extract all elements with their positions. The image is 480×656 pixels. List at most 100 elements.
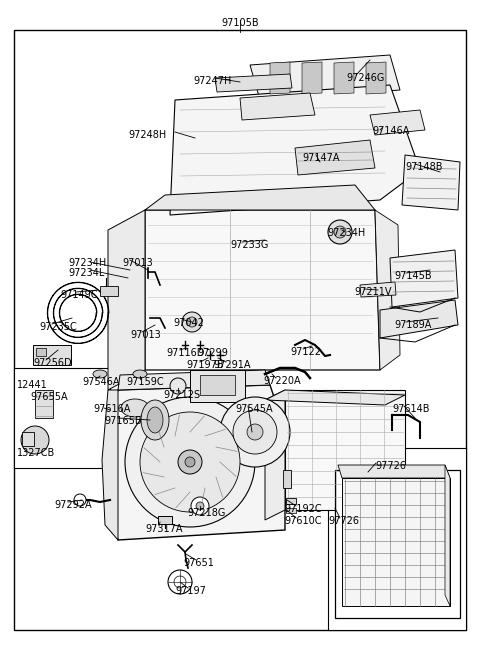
Text: 97149C: 97149C bbox=[60, 290, 97, 300]
Bar bbox=[100, 286, 118, 296]
Text: 97234H: 97234H bbox=[68, 258, 106, 268]
Ellipse shape bbox=[247, 424, 263, 440]
Bar bbox=[285, 390, 405, 510]
Ellipse shape bbox=[125, 397, 255, 527]
Polygon shape bbox=[118, 370, 270, 390]
Text: 97197B: 97197B bbox=[186, 360, 224, 370]
Text: 97234H: 97234H bbox=[327, 228, 365, 238]
Bar bbox=[283, 470, 291, 488]
Ellipse shape bbox=[168, 570, 192, 594]
Text: 97248H: 97248H bbox=[129, 130, 167, 140]
Ellipse shape bbox=[328, 220, 352, 244]
Polygon shape bbox=[402, 155, 460, 210]
Text: 97192C: 97192C bbox=[284, 504, 322, 514]
Text: 97042: 97042 bbox=[173, 318, 204, 328]
Polygon shape bbox=[370, 110, 425, 135]
Text: 97013: 97013 bbox=[130, 330, 161, 340]
Text: 97159C: 97159C bbox=[126, 377, 164, 387]
Polygon shape bbox=[108, 210, 145, 390]
Ellipse shape bbox=[182, 312, 202, 332]
Bar bbox=[335, 470, 460, 618]
Bar bbox=[33, 345, 71, 365]
Polygon shape bbox=[390, 250, 458, 307]
Text: 97610C: 97610C bbox=[284, 516, 322, 526]
Ellipse shape bbox=[174, 576, 186, 588]
Text: 97726: 97726 bbox=[328, 516, 359, 526]
Bar bbox=[35, 390, 53, 418]
Polygon shape bbox=[102, 390, 118, 540]
Text: 97013: 97013 bbox=[122, 258, 153, 268]
Text: 97145B: 97145B bbox=[394, 271, 432, 281]
Polygon shape bbox=[366, 62, 386, 94]
Ellipse shape bbox=[74, 494, 86, 506]
Text: 97211V: 97211V bbox=[354, 287, 392, 297]
Text: 97197: 97197 bbox=[175, 586, 206, 596]
Polygon shape bbox=[170, 85, 420, 215]
Text: 97147A: 97147A bbox=[302, 153, 339, 163]
Polygon shape bbox=[445, 465, 450, 606]
Text: 97616A: 97616A bbox=[93, 404, 131, 414]
Text: 97246G: 97246G bbox=[346, 73, 384, 83]
Ellipse shape bbox=[133, 370, 147, 378]
Text: 97233G: 97233G bbox=[230, 240, 268, 250]
Bar bbox=[14, 368, 110, 468]
Text: 1327CB: 1327CB bbox=[17, 448, 55, 458]
Text: 97545A: 97545A bbox=[235, 404, 273, 414]
Ellipse shape bbox=[233, 410, 277, 454]
Bar bbox=[22, 432, 34, 446]
Text: 97212S: 97212S bbox=[163, 390, 200, 400]
Text: 97146A: 97146A bbox=[372, 126, 409, 136]
Text: 97189A: 97189A bbox=[394, 320, 432, 330]
Polygon shape bbox=[215, 74, 292, 92]
Text: 97218G: 97218G bbox=[187, 508, 226, 518]
Text: 97655A: 97655A bbox=[30, 392, 68, 402]
Polygon shape bbox=[360, 282, 396, 297]
Text: 97292A: 97292A bbox=[54, 500, 92, 510]
Polygon shape bbox=[270, 62, 290, 94]
Text: 97299: 97299 bbox=[197, 348, 228, 358]
Ellipse shape bbox=[191, 497, 209, 515]
Polygon shape bbox=[334, 62, 354, 94]
Ellipse shape bbox=[334, 226, 346, 238]
Bar bbox=[286, 498, 296, 504]
Polygon shape bbox=[105, 385, 285, 540]
Ellipse shape bbox=[140, 412, 240, 512]
Bar bbox=[328, 448, 466, 630]
Bar bbox=[190, 370, 245, 402]
Ellipse shape bbox=[93, 370, 107, 378]
Polygon shape bbox=[295, 140, 375, 175]
Ellipse shape bbox=[141, 400, 169, 440]
Ellipse shape bbox=[121, 399, 149, 417]
Text: 97614B: 97614B bbox=[392, 404, 430, 414]
Bar bbox=[36, 348, 46, 356]
Polygon shape bbox=[338, 465, 450, 478]
Ellipse shape bbox=[147, 407, 163, 433]
Ellipse shape bbox=[170, 378, 186, 394]
Polygon shape bbox=[265, 390, 405, 405]
Polygon shape bbox=[145, 185, 375, 210]
Text: 97651: 97651 bbox=[183, 558, 214, 568]
Polygon shape bbox=[250, 55, 400, 100]
Polygon shape bbox=[380, 300, 458, 338]
Text: 97165B: 97165B bbox=[104, 416, 142, 426]
Text: 97317A: 97317A bbox=[145, 524, 182, 534]
Bar bbox=[342, 478, 450, 606]
Ellipse shape bbox=[187, 317, 197, 327]
Polygon shape bbox=[302, 62, 322, 94]
Ellipse shape bbox=[185, 457, 195, 467]
Text: 97235C: 97235C bbox=[39, 322, 77, 332]
Polygon shape bbox=[265, 390, 285, 520]
Bar bbox=[286, 508, 296, 513]
Text: 97148B: 97148B bbox=[405, 162, 443, 172]
Text: 97122: 97122 bbox=[290, 347, 321, 357]
Text: 97116D: 97116D bbox=[166, 348, 204, 358]
Text: 97234L: 97234L bbox=[68, 268, 104, 278]
Ellipse shape bbox=[220, 397, 290, 467]
Text: 97291A: 97291A bbox=[213, 360, 251, 370]
Bar bbox=[158, 516, 172, 524]
Text: 97105B: 97105B bbox=[221, 18, 259, 28]
Text: 97247H: 97247H bbox=[194, 76, 232, 86]
Ellipse shape bbox=[196, 502, 204, 510]
Bar bbox=[200, 375, 235, 395]
Text: 97546A: 97546A bbox=[82, 377, 120, 387]
